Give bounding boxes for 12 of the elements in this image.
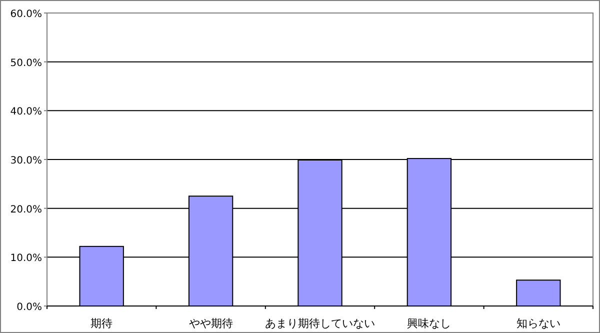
- x-tick-label: あまり期待していない: [265, 317, 375, 330]
- x-tick-label: 興味なし: [407, 317, 452, 330]
- y-tick-label: 60.0%: [10, 9, 42, 20]
- x-tick-label: 知らない: [516, 317, 560, 330]
- y-tick-label: 50.0%: [10, 58, 42, 69]
- x-tick-label: やや期待: [188, 317, 233, 330]
- y-tick-label: 0.0%: [16, 302, 42, 313]
- y-tick-label: 20.0%: [10, 204, 42, 216]
- x-tick-label: 期待: [90, 317, 113, 330]
- y-tick-label: 10.0%: [10, 253, 42, 264]
- y-tick-label: 40.0%: [10, 106, 42, 118]
- y-tick-label: 30.0%: [10, 156, 42, 166]
